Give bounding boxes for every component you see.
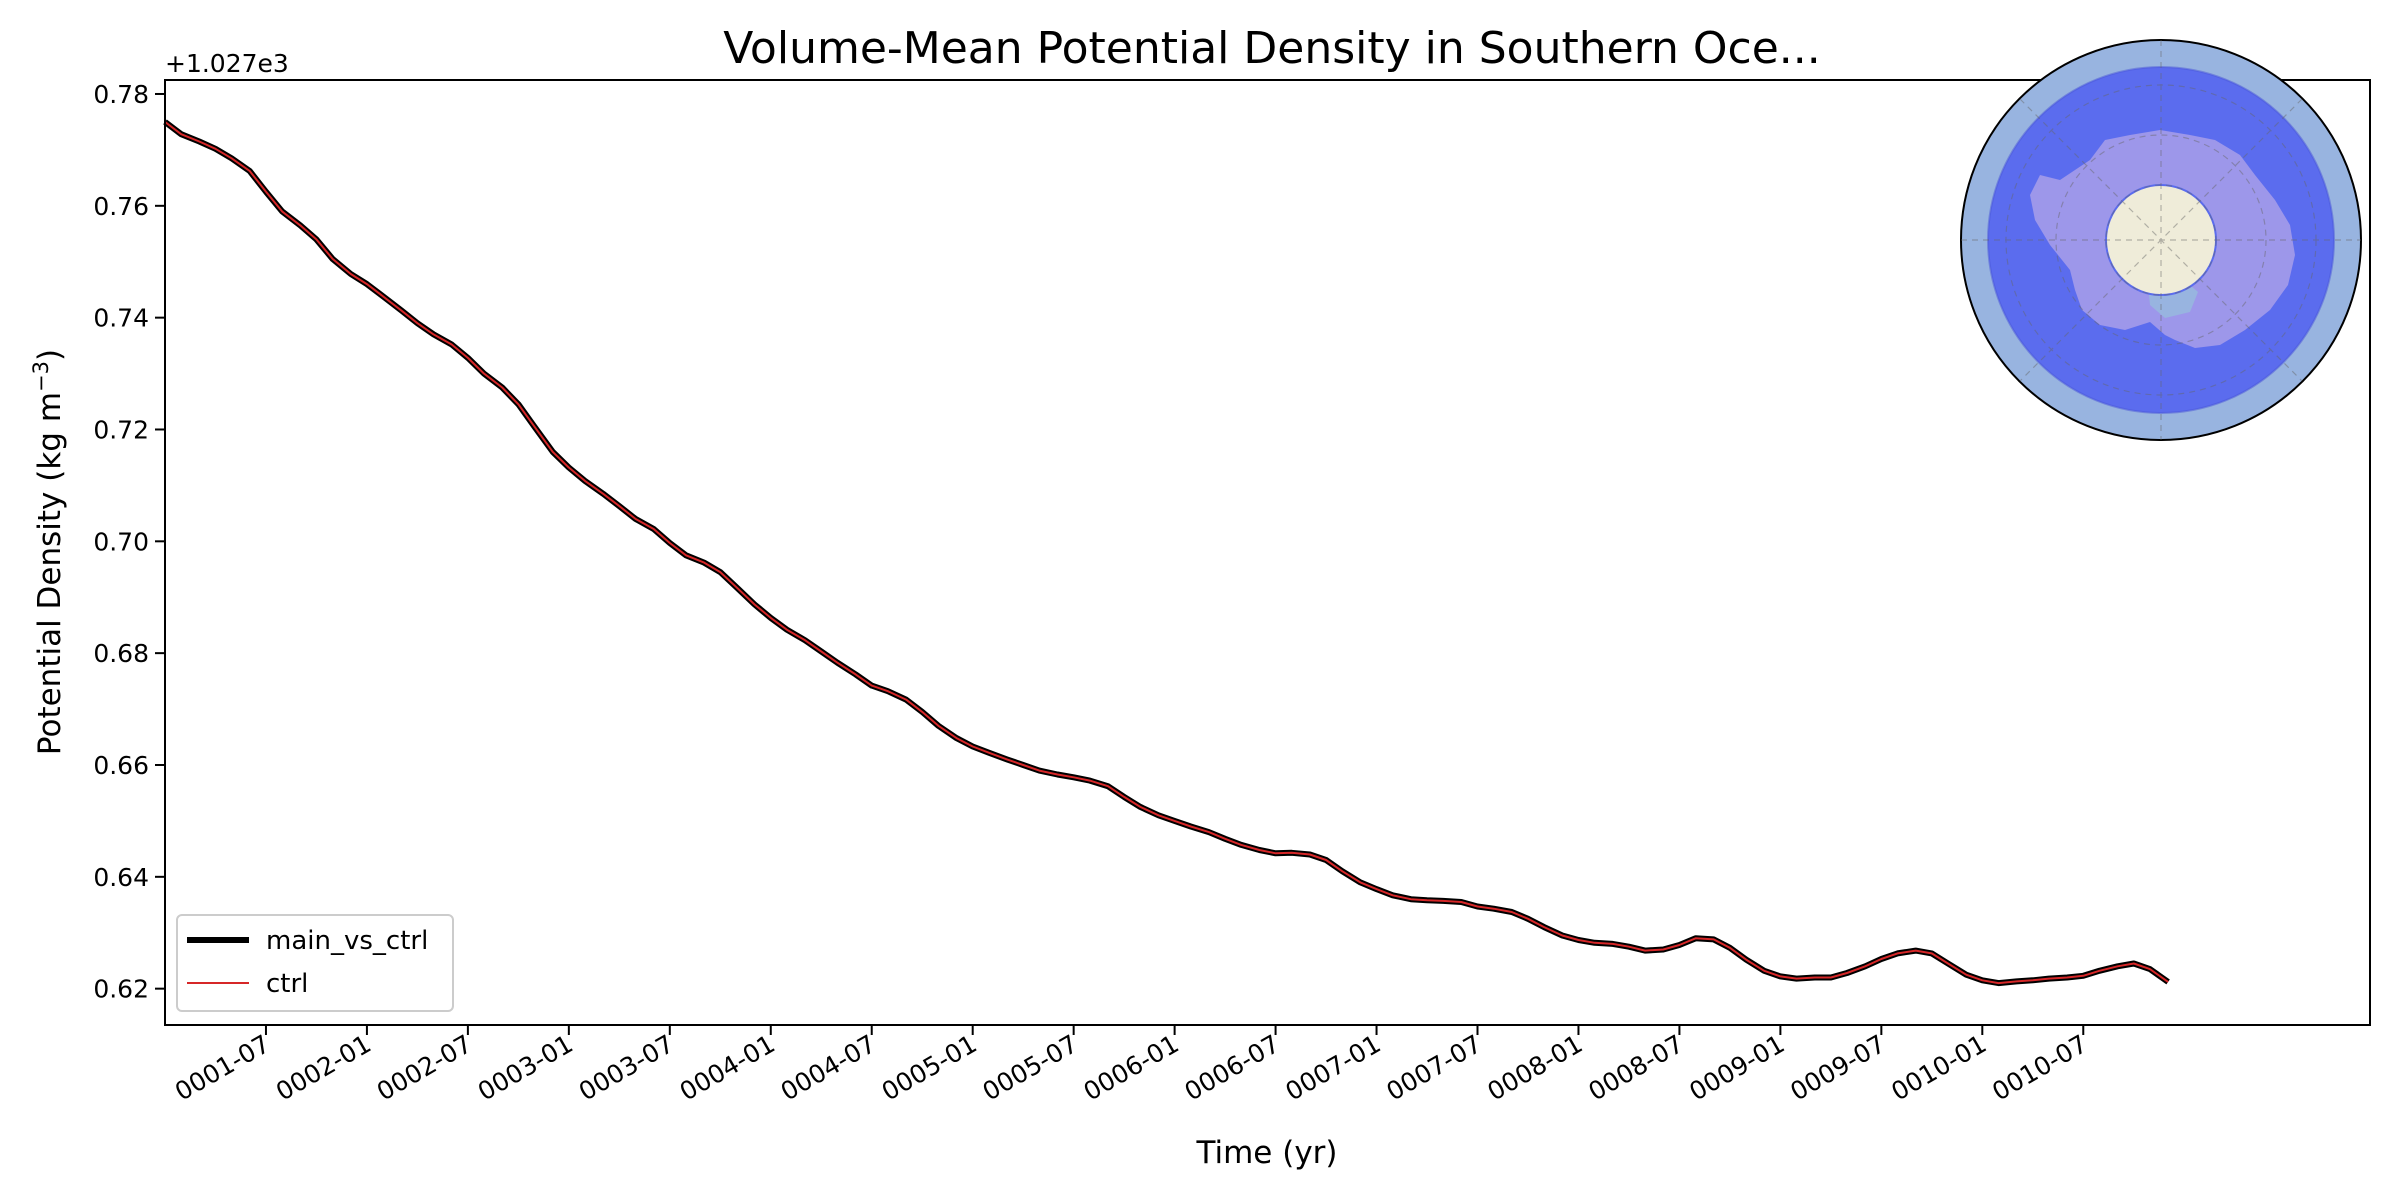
y-tick-label-3: 0.68	[93, 639, 149, 668]
x-tick-label-17: 0010-01	[1886, 1029, 1991, 1106]
x-tick-label-2: 0002-07	[372, 1029, 477, 1106]
y-axis-label-sup: −3	[29, 361, 53, 392]
x-tick-label-4: 0003-07	[574, 1029, 679, 1106]
y-tick-label-8: 0.78	[93, 80, 149, 109]
y-tick-label-4: 0.70	[93, 527, 149, 556]
x-tick-label-16: 0009-07	[1785, 1029, 1890, 1106]
x-tick-label-18: 0010-07	[1987, 1029, 2092, 1106]
x-tick-label-13: 0008-01	[1482, 1029, 1587, 1106]
data-lines	[163, 119, 2170, 987]
legend: main_vs_ctrl ctrl	[176, 914, 454, 1012]
chart-title: Volume-Mean Potential Density in Souther…	[723, 23, 1821, 74]
x-tick-label-0: 0001-07	[170, 1029, 275, 1106]
x-tick-label-9: 0006-01	[1079, 1029, 1184, 1106]
y-tick-label-1: 0.64	[93, 863, 149, 892]
plot-border	[164, 79, 2371, 1026]
y-tick-label-5: 0.72	[93, 415, 149, 444]
legend-label-ctrl: ctrl	[266, 969, 308, 999]
x-tick-label-12: 0007-07	[1382, 1029, 1487, 1106]
legend-label-main-vs-ctrl: main_vs_ctrl	[266, 926, 428, 956]
y-axis-label-close: )	[32, 349, 68, 361]
x-tick-label-7: 0005-01	[877, 1029, 982, 1106]
y-tick-label-6: 0.74	[93, 304, 149, 333]
x-tick-label-3: 0003-01	[473, 1029, 578, 1106]
x-tick-label-15: 0009-01	[1684, 1029, 1789, 1106]
pole-cap	[2105, 184, 2217, 296]
x-tick-label-6: 0004-07	[776, 1029, 881, 1106]
series-line-ctrl	[164, 121, 2169, 985]
y-axis-label: Potential Density (kg m−3)	[29, 349, 68, 755]
x-tick-label-8: 0005-07	[978, 1029, 1083, 1106]
y-tick-label-2: 0.66	[93, 751, 149, 780]
x-tick-label-5: 0004-01	[675, 1029, 780, 1106]
x-axis-label: Time (yr)	[1196, 1135, 1338, 1171]
y-axis-label-main: Potential Density (kg m	[32, 392, 68, 755]
x-tick-label-1: 0002-01	[271, 1029, 376, 1106]
y-tick-label-0: 0.62	[93, 975, 149, 1004]
x-tick-label-10: 0006-07	[1180, 1029, 1285, 1106]
y-tick-label-7: 0.76	[93, 192, 149, 221]
map-gridlines	[1961, 40, 2361, 440]
x-tick-label-14: 0008-07	[1583, 1029, 1688, 1106]
inset-south-polar-map	[1960, 39, 2362, 441]
x-tick-label-11: 0007-01	[1281, 1029, 1386, 1106]
y-offset-label: +1.027e3	[165, 49, 289, 78]
